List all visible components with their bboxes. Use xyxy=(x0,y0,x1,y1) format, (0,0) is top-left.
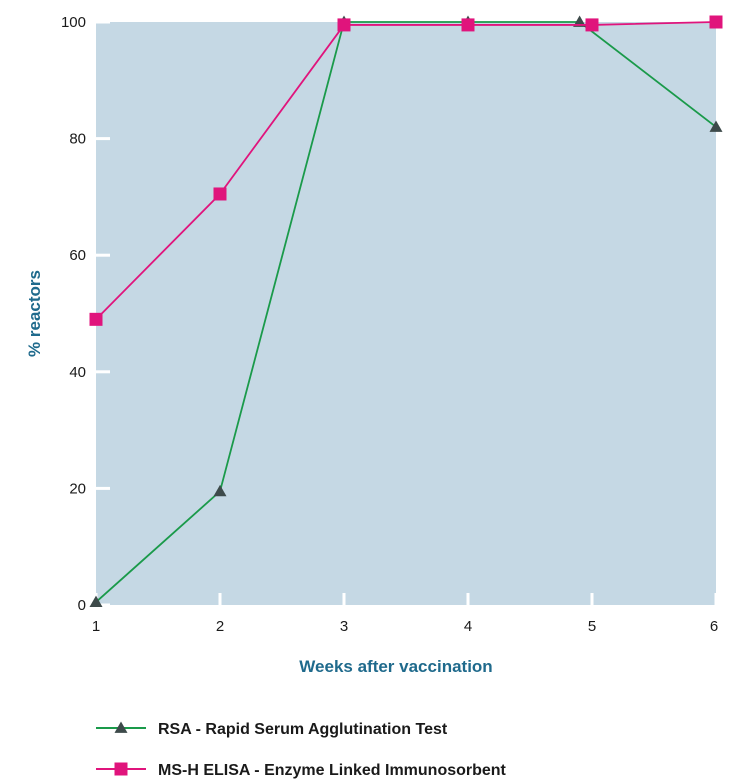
legend-label: MS-H ELISA - Enzyme Linked Immunosorbent xyxy=(158,762,507,779)
y-tick-label: 60 xyxy=(69,247,86,264)
square-marker xyxy=(337,18,351,32)
legend-label: RSA - Rapid Serum Agglutination Test xyxy=(158,721,448,738)
x-tick-label: 3 xyxy=(340,618,348,635)
triangle-marker xyxy=(709,120,723,132)
square-marker xyxy=(213,187,227,201)
y-tick-label: 100 xyxy=(61,14,86,31)
x-tick-label: 6 xyxy=(710,618,718,635)
y-tick-label: 80 xyxy=(69,131,86,148)
series-ms-h-elisa xyxy=(89,15,723,326)
series-line xyxy=(95,21,717,603)
square-marker xyxy=(709,15,723,29)
x-tick-label: 2 xyxy=(216,618,224,635)
x-tick-label: 1 xyxy=(92,618,100,635)
y-axis-title: % reactors xyxy=(25,270,44,357)
x-axis-title: Weeks after vaccination xyxy=(299,657,492,676)
legend-item: RSA - Rapid Serum Agglutination Test xyxy=(96,721,448,738)
triangle-marker xyxy=(213,484,227,497)
x-axis-ticks: 1 2 3 4 5 6 xyxy=(92,593,718,635)
x-tick-label: 5 xyxy=(588,618,596,635)
square-marker xyxy=(114,762,128,776)
y-tick-label: 0 xyxy=(78,597,86,614)
y-tick-label: 20 xyxy=(69,480,86,497)
triangle-marker xyxy=(89,595,103,607)
series-layer xyxy=(89,15,723,607)
plot-area xyxy=(96,22,716,605)
square-marker xyxy=(461,18,475,32)
legend: RSA - Rapid Serum Agglutination Test MS-H… xyxy=(96,721,507,779)
series-line xyxy=(95,21,717,320)
y-tick-label: 40 xyxy=(69,364,86,381)
square-marker xyxy=(585,18,599,32)
square-marker xyxy=(89,312,103,326)
y-axis-ticks: 0 20 40 60 80 100 xyxy=(61,14,110,614)
triangle-marker xyxy=(114,721,128,733)
legend-item: MS-H ELISA - Enzyme Linked Immunosorbent xyxy=(96,762,507,779)
x-tick-label: 4 xyxy=(464,618,472,635)
